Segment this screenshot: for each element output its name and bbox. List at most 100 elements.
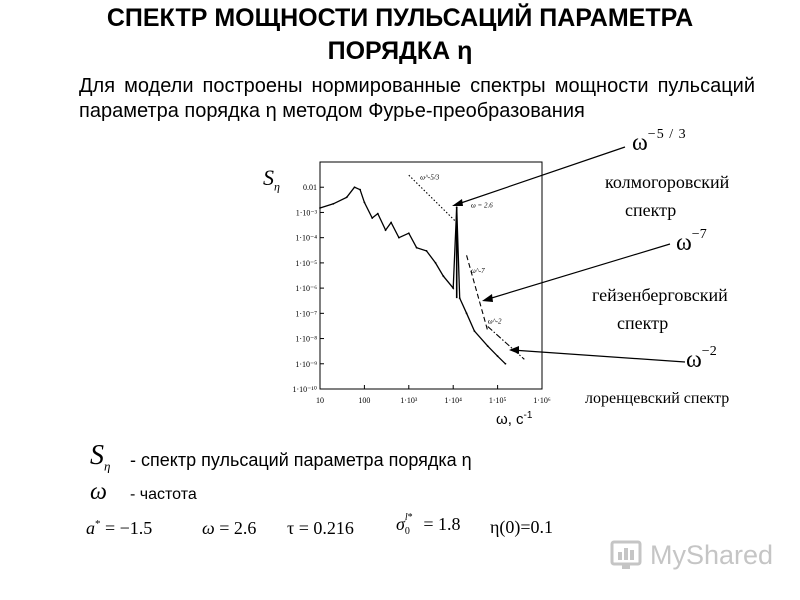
spectrum-point [442,275,445,277]
chart-frame [319,161,543,390]
spectrum-point [332,202,335,205]
arrowhead-lorentz [509,346,519,354]
y-tick-label: 1·10⁻⁴ [295,234,317,243]
param-sigma-indices: l* 0 [404,511,413,537]
exp-53: −5 / 3 [647,127,687,142]
xlabel-text: ω, с [496,411,524,428]
spectrum-point [371,217,374,219]
param-omega-value: = 2.6 [219,518,257,538]
x-tick-label: 1·10⁴ [444,396,462,405]
y-tick-label: 1·10⁻³ [296,208,318,217]
spectrum-point [425,249,428,252]
y-tick-label: 1·10⁻⁷ [295,309,317,318]
x-tick-label: 1·10³ [400,396,418,405]
spectrum-point [359,188,361,191]
x-tick-label: 1·10⁶ [533,396,551,405]
spectrum-point [363,201,366,204]
arrowhead-heisenberg [482,294,493,302]
spectrum-point [376,212,379,215]
heisenberg-label-1: гейзенберговский [592,285,728,305]
lorentz-exponent: ω−2 [686,344,717,374]
lorentz-label: лоренцевский спектр [585,390,730,407]
spectrum-point [473,330,476,332]
def-s-letter: S [90,440,104,471]
param-sigma-symbol: σ [396,514,405,534]
ylabel-sub: η [274,179,280,194]
def-s-text: - спектр пульсаций параметра порядка η [130,450,472,470]
spectrum-point [496,355,499,358]
spectrum-point [415,246,418,249]
spectrum-series-line [319,186,506,365]
inplot-annotation: ω = 2.6 [471,201,493,209]
arrows [452,146,686,363]
heisenberg-exponent: ω−7 [676,227,707,257]
param-omega: ω = 2.6 [202,518,256,539]
reference-line [408,174,458,223]
kolmogorov-exponent: ω−5 / 3 [632,127,687,157]
omega-symbol: ω [632,130,648,156]
page-title: СПЕКТР МОЩНОСТИ ПУЛЬСАЦИЙ ПАРАМЕТРА ПОРЯ… [0,2,800,68]
kolmogorov-label-2: спектр [625,200,677,220]
x-ticks: 10 100 1·10³ 1·10⁴ 1·10⁵ 1·10⁶ [316,385,551,405]
arrowhead-kolmogorov [452,199,463,206]
exp-7: −7 [691,227,707,242]
inplot-annotations: ω^-5/3 ω = 2.6 ω^-7 ω^-2 [420,174,502,326]
inplot-annotation: ω^-2 [488,317,502,325]
omega-symbol: ω [676,230,692,256]
param-sigma: σ l* 0 = 1.8 [396,511,461,537]
chart-ylabel: Sη [263,165,280,194]
spectrum-point [384,229,387,231]
chart-xlabel: ω, с-1 [496,410,532,428]
x-tick-label: 10 [316,396,324,405]
exp-2: −2 [701,344,717,359]
spectrum-point [458,297,461,300]
logo-text: MyShared [650,539,774,570]
spectrum-point [486,345,489,348]
def-s-symbol: Sη [90,440,110,475]
series-group [319,186,507,365]
ylabel-s: S [263,165,274,190]
param-a-star: * [95,518,101,530]
spectrum-point [434,261,437,264]
arrow-lorentz [511,349,686,363]
param-a-symbol: a [86,518,95,538]
def-s-sub: η [104,458,111,474]
y-tick-label: 1·10⁻⁶ [295,284,317,293]
x-tick-label: 100 [358,396,370,405]
omega-symbol: ω [686,347,702,373]
y-tick-label: 0.01 [303,183,317,192]
myshared-logo: MyShared [610,538,773,572]
spectrum-point [345,196,348,199]
param-eta0: η(0)=0.1 [490,517,554,537]
param-sigma-value: = 1.8 [423,514,461,534]
spectrum-point [353,186,356,189]
heisenberg-label-2: спектр [617,313,669,333]
param-omega-symbol: ω [202,518,215,538]
spectrum-point [407,232,410,235]
intro-text: Для модели построены нормированные спект… [79,75,755,122]
title-line-1: СПЕКТР МОЩНОСТИ ПУЛЬСАЦИЙ ПАРАМЕТРА [106,4,694,32]
y-tick-label: 1·10⁻⁵ [295,259,317,268]
inplot-annotation: ω^-5/3 [420,174,440,182]
inplot-annotation: ω^-7 [471,267,485,275]
arrow-heisenberg [484,243,671,301]
param-a: a* = −1.5 [86,518,152,539]
x-tick-label: 1·10⁵ [489,396,507,405]
spectrum-point [465,312,468,315]
y-ticks: 0.01 1·10⁻³ 1·10⁻⁴ 1·10⁻⁵ 1·10⁻⁶ 1·10⁻⁷ 1·10⁻⁸… [293,183,324,394]
spectrum-point [390,221,393,224]
y-tick-label: 1·10⁻¹⁰ [293,385,318,394]
title-line-2: ПОРЯДКА η [327,37,473,65]
reference-lines [408,174,525,360]
logo-icon [610,540,642,569]
param-a-value: = −1.5 [105,518,153,538]
def-omega-text: - частота [130,486,197,503]
spectrum-point [504,362,507,365]
arrow-kolmogorov [454,146,626,206]
kolmogorov-label-1: колмогоровский [605,172,730,192]
reference-line [487,326,525,360]
param-tau: τ = 0.216 [287,518,354,538]
y-tick-label: 1·10⁻⁹ [295,360,317,369]
def-omega-symbol: ω [90,479,107,505]
